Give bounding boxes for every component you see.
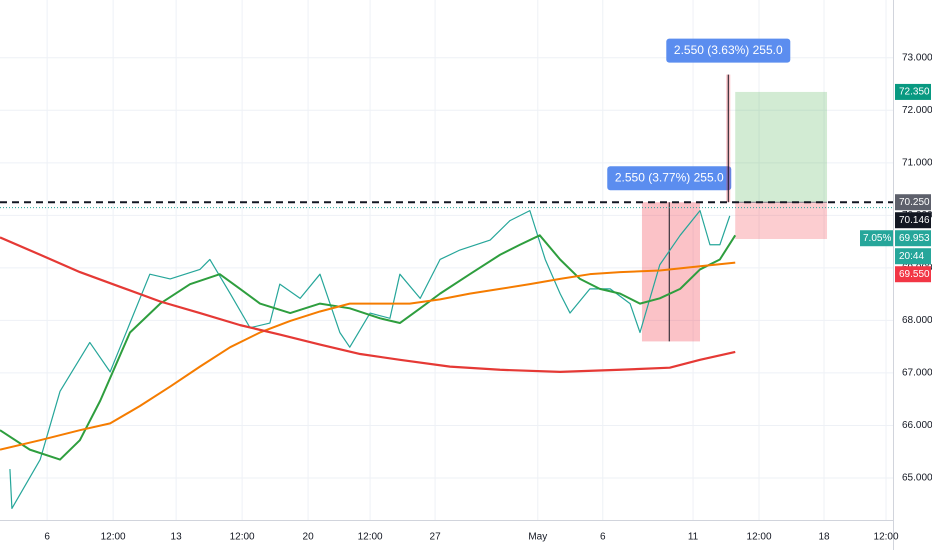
y-tick-label: 73.000 [902,52,932,63]
x-tick-label: 27 [430,532,442,543]
y-tick-label: 66.000 [902,420,932,431]
x-tick-label: 20 [303,532,315,543]
x-tick-label: 13 [171,532,183,543]
price-badge [895,83,931,100]
badge-note-label: 7.05% [863,233,891,244]
price-badge [895,194,931,211]
measure-label: 2.550 (3.63%) 255.0 [674,43,783,57]
price-badge [895,212,931,229]
price-badge [895,230,931,247]
x-tick-label: 6 [600,532,606,543]
y-tick-label: 65.000 [902,473,932,484]
x-tick-label: 12:00 [747,532,772,543]
price-badge-label: 70.250 [899,197,930,208]
series-line [9,210,731,510]
series-line [0,236,736,373]
price-badge-label: 20:44 [899,251,924,262]
measure-label-box [607,166,732,191]
x-tick-label: May [528,532,547,543]
x-tick-label: 12:00 [874,532,899,543]
y-tick-label: 67.000 [902,368,932,379]
price-badge-label: 69.953 [899,233,930,244]
series-line [0,234,737,461]
x-tick-label: 12:00 [358,532,383,543]
y-tick-label: 68.000 [902,315,932,326]
position-stop [735,202,828,239]
price-badge [895,248,931,265]
price-badge [895,266,931,283]
x-tick-label: 12:00 [101,532,126,543]
price-badge-label: 70.146 [899,215,930,226]
series-line [0,261,736,451]
y-tick-label: 71.000 [902,157,932,168]
x-tick-label: 6 [44,532,50,543]
x-tick-label: 11 [688,532,699,543]
price-badge-label: 72.350 [899,87,930,98]
x-tick-label: 18 [818,532,830,543]
price-badge-label: 69.550 [899,269,930,280]
measure-label: 2.550 (3.77%) 255.0 [615,170,724,184]
y-tick-label: 72.000 [902,105,932,116]
x-tick-label: 12:00 [230,532,255,543]
badge-note [860,230,893,247]
measure-label-box [666,38,791,63]
position-target [735,91,828,203]
